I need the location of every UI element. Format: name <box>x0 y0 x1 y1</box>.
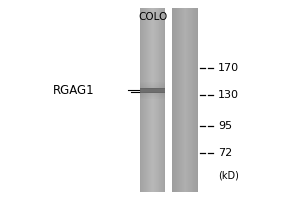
Bar <box>144 8 145 192</box>
Bar <box>140 97 165 98</box>
Text: 170: 170 <box>218 63 239 73</box>
Bar <box>194 8 195 192</box>
Bar <box>184 8 185 192</box>
Bar <box>145 8 146 192</box>
Text: COLO: COLO <box>138 12 168 22</box>
Bar <box>140 84 165 86</box>
Bar <box>140 88 165 93</box>
Bar <box>140 94 165 95</box>
Bar <box>151 8 152 192</box>
Bar <box>188 8 189 192</box>
Bar <box>182 8 183 192</box>
Bar <box>140 82 165 84</box>
Bar <box>183 8 184 192</box>
Bar <box>153 8 154 192</box>
Bar <box>159 8 160 192</box>
Bar <box>186 8 187 192</box>
Bar <box>152 8 153 192</box>
Bar <box>142 8 143 192</box>
Bar <box>192 8 193 192</box>
Bar <box>140 96 165 97</box>
Bar <box>162 8 163 192</box>
Bar <box>175 8 176 192</box>
Text: 72: 72 <box>218 148 232 158</box>
Bar <box>156 8 157 192</box>
Bar <box>181 8 182 192</box>
Bar <box>160 8 161 192</box>
Bar <box>140 95 165 96</box>
Bar <box>149 8 150 192</box>
Bar <box>172 8 173 192</box>
Bar <box>141 8 142 192</box>
Bar <box>190 8 191 192</box>
Text: (kD): (kD) <box>218 171 239 181</box>
Text: RGAG1: RGAG1 <box>53 84 95 97</box>
Bar <box>179 8 180 192</box>
Bar <box>140 8 141 192</box>
Bar <box>148 8 149 192</box>
Bar <box>155 8 156 192</box>
Bar <box>146 8 147 192</box>
Bar <box>163 8 164 192</box>
Bar <box>180 8 181 192</box>
Bar <box>177 8 178 192</box>
Bar <box>143 8 144 192</box>
Bar <box>164 8 165 192</box>
Bar <box>178 8 179 192</box>
Bar <box>185 8 186 192</box>
Bar <box>158 8 159 192</box>
Bar <box>147 8 148 192</box>
Bar <box>195 8 196 192</box>
Bar <box>157 8 158 192</box>
Text: 95: 95 <box>218 121 232 131</box>
Bar <box>189 8 190 192</box>
Bar <box>140 86 165 88</box>
Bar <box>154 8 155 192</box>
Text: 130: 130 <box>218 90 239 100</box>
Bar <box>161 8 162 192</box>
Bar <box>176 8 177 192</box>
Bar <box>191 8 192 192</box>
Bar <box>187 8 188 192</box>
Bar <box>193 8 194 192</box>
Bar <box>174 8 175 192</box>
Bar <box>173 8 174 192</box>
Bar <box>150 8 151 192</box>
Bar <box>196 8 197 192</box>
Bar <box>197 8 198 192</box>
Bar <box>140 92 165 94</box>
